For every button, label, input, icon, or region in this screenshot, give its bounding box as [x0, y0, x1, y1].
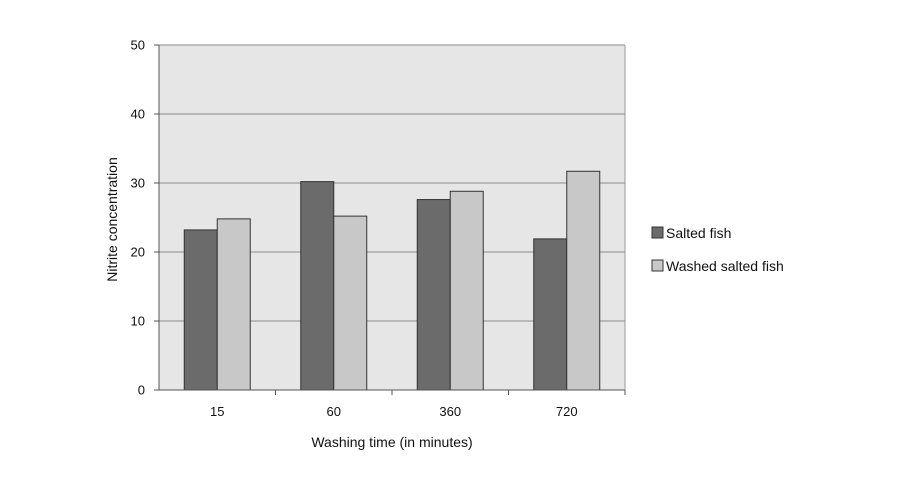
bar-washed-salted-fish-360: [449, 190, 484, 391]
bar-salted-fish-360: [416, 199, 451, 391]
bar-salted-fish-15: [183, 229, 218, 391]
x-tick-label: 60: [327, 404, 341, 419]
y-tick-labels: 0 10 20 30 40 50: [131, 38, 159, 398]
legend-swatch: [651, 226, 664, 239]
x-axis-label: Washing time (in minutes): [311, 434, 472, 450]
bar-washed-salted-fish-720: [566, 170, 601, 391]
y-axis-label: Nitrite concentration: [104, 157, 120, 282]
y-tick-label: 30: [131, 176, 145, 191]
x-tick-labels: 15 60 360 720: [210, 390, 626, 419]
x-tick-label: 360: [439, 404, 461, 419]
y-tick-label: 0: [138, 383, 145, 398]
bars: [183, 170, 601, 391]
x-tick-label: 720: [556, 404, 578, 419]
x-tick-label: 15: [210, 404, 224, 419]
legend-swatch: [651, 259, 664, 272]
legend-label: Salted fish: [666, 225, 731, 241]
y-tick-label: 40: [131, 107, 145, 122]
bar-washed-salted-fish-60: [333, 215, 368, 391]
bar-salted-fish-720: [533, 238, 568, 391]
y-tick-label: 50: [131, 38, 145, 53]
bar-salted-fish-60: [300, 181, 335, 391]
y-tick-label: 20: [131, 245, 145, 260]
legend: Salted fish Washed salted fish: [651, 225, 784, 274]
bar-washed-salted-fish-15: [216, 218, 251, 391]
legend-label: Washed salted fish: [666, 258, 784, 274]
y-tick-label: 10: [131, 314, 145, 329]
